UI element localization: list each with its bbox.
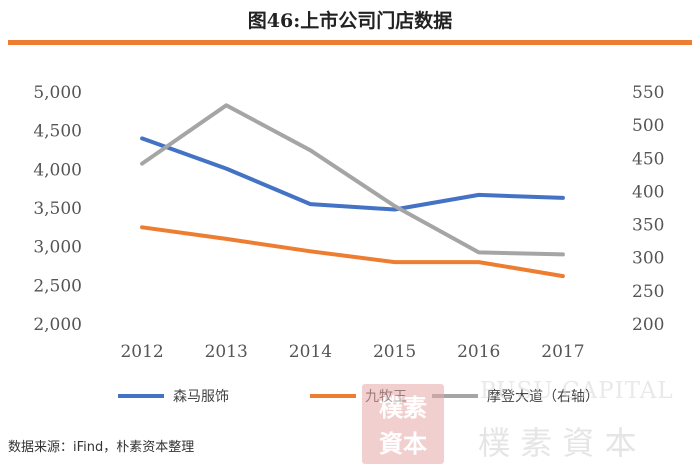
left-axis-tick-label: 2,000 bbox=[33, 315, 82, 335]
x-axis-tick-label: 2015 bbox=[373, 342, 416, 362]
seal-text-bottom: 資本 bbox=[379, 429, 427, 458]
watermark-chinese: 樸 素 資 本 bbox=[478, 424, 637, 462]
legend-label-1: 森马服饰 bbox=[173, 389, 229, 405]
right-axis-tick-label: 450 bbox=[632, 149, 664, 169]
x-axis-tick-label: 2016 bbox=[457, 342, 500, 362]
left-axis-tick-label: 4,500 bbox=[33, 122, 82, 142]
right-axis-tick-label: 250 bbox=[632, 282, 664, 302]
right-axis-tick-label: 500 bbox=[632, 116, 664, 136]
left-axis-tick-label: 2,500 bbox=[33, 276, 82, 296]
x-axis-tick-label: 2017 bbox=[541, 342, 584, 362]
chart-title: 图46:上市公司门店数据 bbox=[247, 10, 453, 32]
watermark-english: PUSU CAPITAL bbox=[480, 378, 674, 404]
right-axis-tick-label: 350 bbox=[632, 216, 664, 236]
left-axis-tick-label: 3,500 bbox=[33, 199, 82, 219]
x-axis-tick-label: 2014 bbox=[289, 342, 332, 362]
left-axis-tick-label: 5,000 bbox=[33, 83, 82, 103]
series-line-2 bbox=[140, 225, 565, 279]
seal-text-top: 樸素 bbox=[379, 393, 427, 422]
source-note: 数据来源：iFind，朴素资本整理 bbox=[8, 440, 195, 455]
left-axis-tick-label: 3,000 bbox=[33, 238, 82, 258]
title-underline bbox=[8, 40, 692, 45]
series-line-3 bbox=[140, 103, 565, 257]
right-axis-tick-label: 200 bbox=[632, 315, 664, 335]
right-axis-tick-label: 550 bbox=[632, 83, 664, 103]
right-axis-tick-label: 300 bbox=[632, 249, 664, 269]
series-line-1 bbox=[140, 136, 565, 212]
seal-stamp bbox=[362, 384, 444, 464]
legend-label-3: 摩登大道（右轴） bbox=[487, 388, 599, 405]
right-axis-tick-label: 400 bbox=[632, 182, 664, 202]
x-axis-tick-label: 2013 bbox=[205, 342, 248, 362]
left-axis-tick-label: 4,000 bbox=[33, 160, 82, 180]
x-axis-tick-label: 2012 bbox=[120, 342, 163, 362]
